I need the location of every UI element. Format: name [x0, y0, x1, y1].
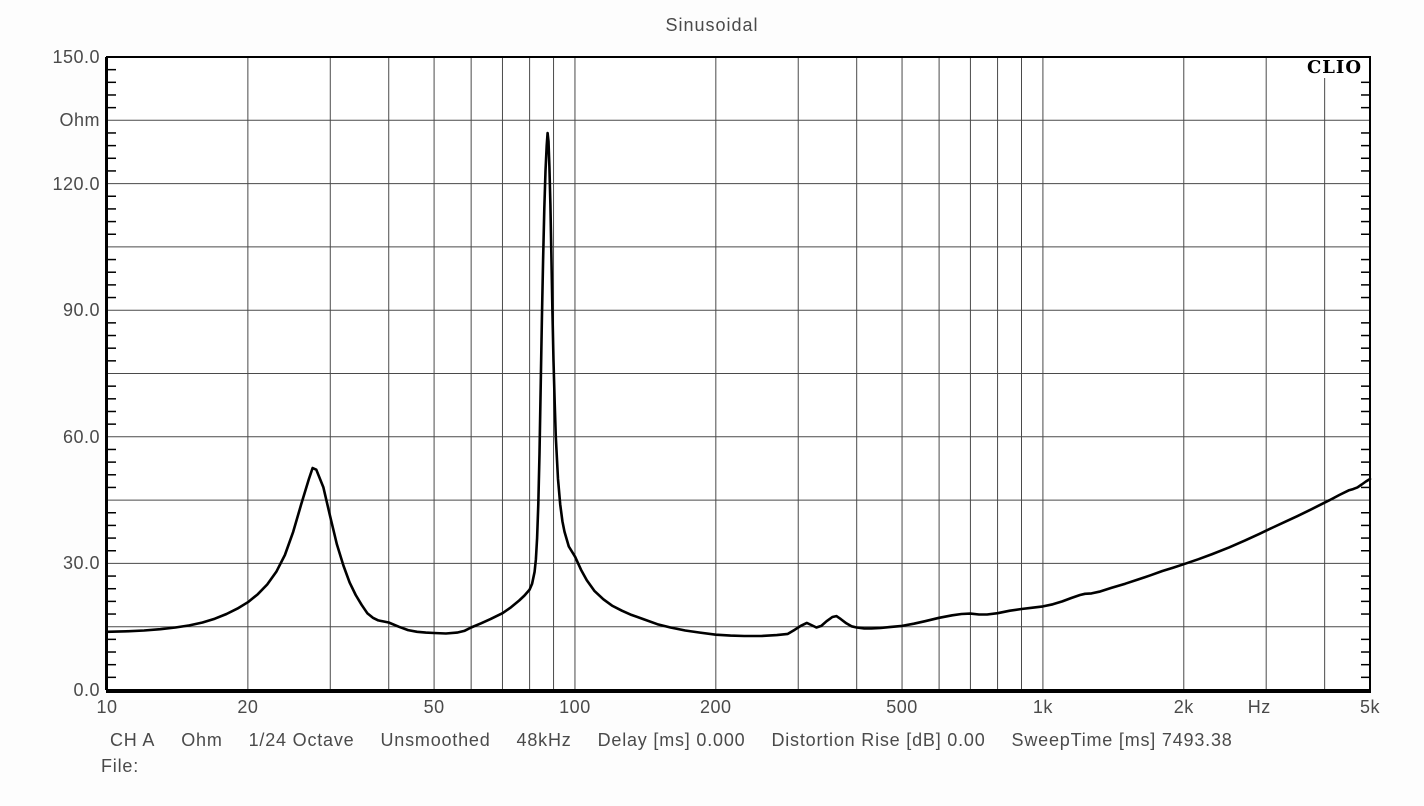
- y-tick-label: 120.0: [52, 173, 100, 194]
- y-axis-unit-label: Ohm: [59, 110, 100, 131]
- y-tick-label: 60.0: [62, 426, 100, 447]
- status-field: 1/24 Octave: [248, 730, 355, 750]
- status-field: Delay [ms] 0.000: [597, 730, 746, 750]
- status-field: CH A: [110, 730, 156, 750]
- status-field: Ohm: [181, 730, 223, 750]
- x-tick-label: 100: [559, 697, 591, 717]
- chart-title: Sinusoidal: [665, 15, 759, 35]
- x-tick-label: 50: [423, 697, 445, 717]
- x-tick-label: 5k: [1359, 697, 1380, 717]
- x-tick-label: 2k: [1173, 697, 1194, 717]
- x-tick-label: 200: [700, 697, 732, 717]
- y-tick-label: 30.0: [62, 553, 100, 574]
- impedance-curve: [105, 131, 1372, 638]
- status-field: SweepTime [ms] 7493.38: [1011, 730, 1233, 750]
- status-field: Distortion Rise [dB] 0.00: [771, 730, 986, 750]
- y-minor-ticks: [107, 68, 1370, 679]
- x-tick-label: 10: [96, 697, 118, 717]
- status-line: CH A Ohm 1/24 Octave Unsmoothed 48kHz Delay […: [110, 730, 1233, 751]
- y-tick-label: 90.0: [62, 300, 100, 321]
- y-tick-label: 150.0: [52, 47, 100, 67]
- status-field: Unsmoothed: [380, 730, 491, 750]
- x-axis-unit-label: Hz: [1247, 697, 1271, 717]
- grid-lines: [107, 57, 1370, 690]
- x-tick-label: 1k: [1032, 697, 1053, 717]
- y-tick-label: 0.0: [73, 680, 100, 700]
- status-field: 48kHz: [516, 730, 572, 750]
- x-tick-label: 500: [886, 697, 918, 717]
- file-label: File:: [101, 756, 140, 776]
- x-tick-label: 20: [237, 697, 259, 717]
- clio-logo: CLIO: [1300, 58, 1369, 78]
